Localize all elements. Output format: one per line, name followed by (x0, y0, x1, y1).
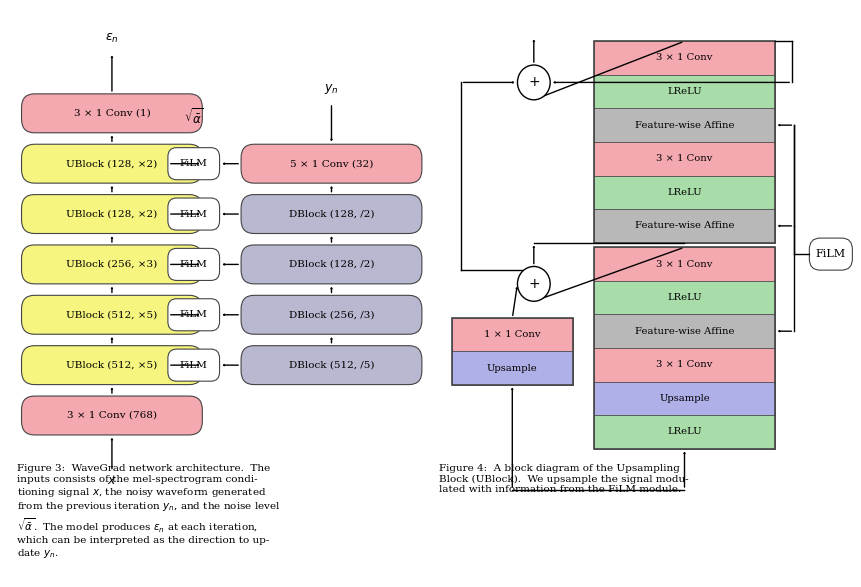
Text: LReLU: LReLU (667, 293, 702, 302)
Text: FiLM: FiLM (180, 210, 208, 218)
Text: FiLM: FiLM (180, 360, 208, 370)
FancyBboxPatch shape (594, 109, 775, 142)
Text: LReLU: LReLU (667, 427, 702, 436)
Text: UBlock (128, ×2): UBlock (128, ×2) (66, 159, 158, 168)
Text: FiLM: FiLM (816, 249, 846, 259)
FancyBboxPatch shape (22, 144, 202, 183)
FancyBboxPatch shape (594, 142, 775, 176)
Text: DBlock (512, /5): DBlock (512, /5) (288, 360, 375, 370)
FancyBboxPatch shape (168, 299, 220, 331)
Text: 3 × 1 Conv (1): 3 × 1 Conv (1) (73, 109, 151, 118)
Text: 3 × 1 Conv: 3 × 1 Conv (656, 53, 713, 62)
FancyBboxPatch shape (168, 248, 220, 281)
Text: +: + (528, 75, 540, 89)
FancyBboxPatch shape (22, 295, 202, 334)
Text: UBlock (128, ×2): UBlock (128, ×2) (66, 210, 158, 218)
Text: 3 × 1 Conv: 3 × 1 Conv (656, 154, 713, 163)
Circle shape (517, 266, 550, 301)
Text: 5 × 1 Conv (32): 5 × 1 Conv (32) (290, 159, 373, 168)
FancyBboxPatch shape (594, 281, 775, 315)
FancyBboxPatch shape (594, 247, 775, 281)
FancyBboxPatch shape (241, 144, 422, 183)
Text: $x$: $x$ (107, 474, 117, 487)
Text: DBlock (128, /2): DBlock (128, /2) (288, 210, 375, 218)
Text: FiLM: FiLM (180, 311, 208, 319)
Text: DBlock (256, /3): DBlock (256, /3) (288, 311, 375, 319)
FancyBboxPatch shape (594, 382, 775, 415)
Text: Upsample: Upsample (660, 394, 709, 403)
Text: 3 × 1 Conv (768): 3 × 1 Conv (768) (67, 411, 157, 420)
Text: $\epsilon_n$: $\epsilon_n$ (105, 32, 119, 45)
FancyBboxPatch shape (594, 176, 775, 209)
FancyBboxPatch shape (594, 209, 775, 242)
Text: +: + (528, 277, 540, 291)
Text: 3 × 1 Conv: 3 × 1 Conv (656, 360, 713, 369)
FancyBboxPatch shape (594, 415, 775, 448)
FancyBboxPatch shape (452, 352, 573, 384)
Text: LReLU: LReLU (667, 87, 702, 96)
FancyBboxPatch shape (594, 75, 775, 109)
FancyBboxPatch shape (22, 245, 202, 284)
FancyBboxPatch shape (594, 348, 775, 382)
FancyBboxPatch shape (809, 238, 852, 270)
Text: Figure 3:  WaveGrad network architecture.  The
inputs consists of the mel-spectr: Figure 3: WaveGrad network architecture.… (17, 464, 281, 560)
Text: DBlock (128, /2): DBlock (128, /2) (288, 260, 375, 269)
FancyBboxPatch shape (594, 41, 775, 75)
Text: Feature-wise Affine: Feature-wise Affine (635, 327, 734, 336)
Text: FiLM: FiLM (180, 260, 208, 269)
FancyBboxPatch shape (22, 396, 202, 435)
Text: 3 × 1 Conv: 3 × 1 Conv (656, 259, 713, 268)
Text: UBlock (512, ×5): UBlock (512, ×5) (66, 311, 158, 319)
Text: Figure 4:  A block diagram of the Upsampling
Block (UBlock).  We upsample the si: Figure 4: A block diagram of the Upsampl… (439, 464, 689, 494)
Text: LReLU: LReLU (667, 188, 702, 197)
FancyBboxPatch shape (22, 194, 202, 234)
FancyBboxPatch shape (241, 245, 422, 284)
FancyBboxPatch shape (168, 349, 220, 381)
Text: $y_n$: $y_n$ (324, 82, 339, 96)
Text: 1 × 1 Conv: 1 × 1 Conv (484, 330, 541, 339)
Text: Feature-wise Affine: Feature-wise Affine (635, 121, 734, 130)
Text: UBlock (256, ×3): UBlock (256, ×3) (66, 260, 158, 269)
FancyBboxPatch shape (594, 315, 775, 348)
FancyBboxPatch shape (168, 198, 220, 230)
FancyBboxPatch shape (22, 346, 202, 384)
FancyBboxPatch shape (241, 346, 422, 384)
Text: UBlock (512, ×5): UBlock (512, ×5) (66, 360, 158, 370)
FancyBboxPatch shape (241, 295, 422, 334)
FancyBboxPatch shape (22, 94, 202, 133)
Text: Feature-wise Affine: Feature-wise Affine (635, 221, 734, 230)
Circle shape (517, 65, 550, 100)
Text: Upsample: Upsample (487, 363, 537, 373)
FancyBboxPatch shape (168, 148, 220, 180)
Text: FiLM: FiLM (180, 159, 208, 168)
Text: $\sqrt{\bar{\alpha}}$: $\sqrt{\bar{\alpha}}$ (183, 107, 204, 127)
FancyBboxPatch shape (452, 318, 573, 352)
FancyBboxPatch shape (241, 194, 422, 234)
